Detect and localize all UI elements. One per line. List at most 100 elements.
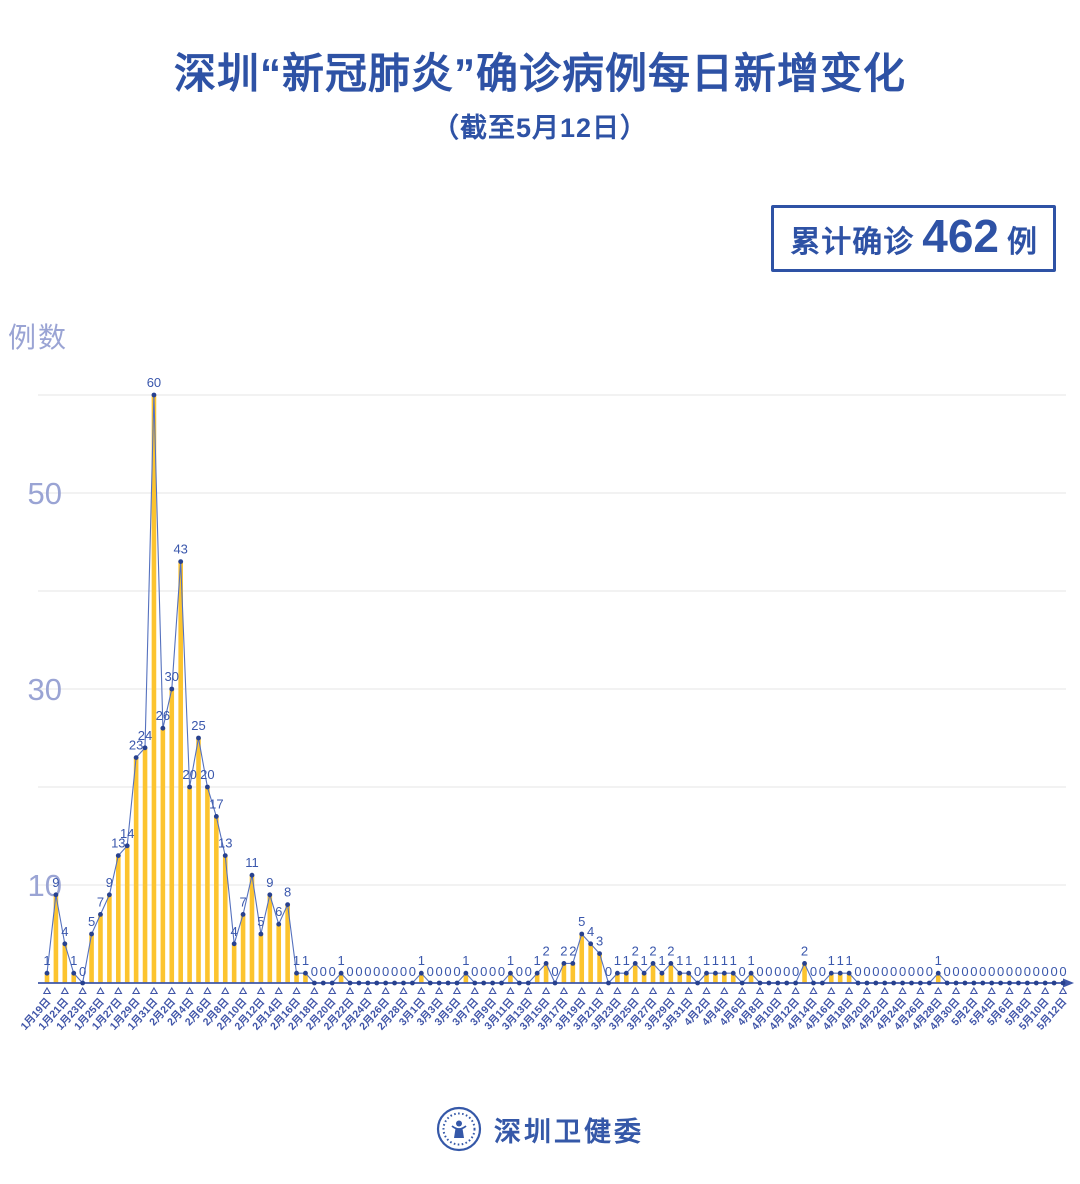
data-label: 0 bbox=[444, 964, 451, 979]
data-label: 0 bbox=[1042, 964, 1049, 979]
bar bbox=[285, 904, 290, 983]
data-label: 1 bbox=[676, 953, 683, 968]
data-label: 0 bbox=[765, 964, 772, 979]
bar bbox=[463, 973, 469, 983]
data-point bbox=[347, 980, 353, 986]
x-tick-mark bbox=[256, 986, 266, 995]
data-point bbox=[775, 980, 781, 986]
x-tick-mark bbox=[345, 986, 355, 995]
data-point bbox=[891, 980, 897, 986]
data-label: 4 bbox=[587, 924, 594, 939]
data-point bbox=[249, 872, 255, 878]
x-tick-mark bbox=[488, 986, 497, 995]
x-tick-mark bbox=[363, 986, 372, 995]
data-point bbox=[169, 686, 175, 692]
data-label: 1 bbox=[712, 953, 719, 968]
data-point bbox=[401, 980, 406, 986]
data-point bbox=[463, 970, 469, 976]
data-label: 0 bbox=[899, 964, 906, 979]
data-point bbox=[80, 980, 86, 986]
x-tick-mark bbox=[221, 986, 230, 995]
footer-org-name: 深圳卫健委 bbox=[494, 1116, 644, 1147]
data-point bbox=[623, 970, 629, 976]
x-tick-mark bbox=[114, 986, 123, 995]
data-point bbox=[445, 980, 451, 986]
x-tick-mark bbox=[1041, 986, 1050, 995]
x-tick-mark bbox=[880, 986, 889, 995]
data-point bbox=[410, 980, 415, 986]
data-label: 0 bbox=[961, 964, 968, 979]
data-label: 9 bbox=[266, 875, 273, 890]
data-point bbox=[757, 980, 763, 986]
x-tick-mark bbox=[274, 986, 283, 995]
data-label: 0 bbox=[774, 964, 781, 979]
data-label: 1 bbox=[70, 953, 77, 968]
data-label: 0 bbox=[783, 964, 790, 979]
data-label: 1 bbox=[747, 953, 754, 968]
bar bbox=[561, 963, 567, 983]
x-tick-mark bbox=[862, 986, 872, 995]
data-point bbox=[490, 980, 496, 986]
bar bbox=[187, 787, 192, 983]
data-point bbox=[205, 784, 210, 790]
data-label: 0 bbox=[997, 964, 1004, 979]
x-tick-mark bbox=[969, 986, 979, 995]
data-label: 1 bbox=[703, 953, 710, 968]
bar bbox=[98, 914, 103, 983]
data-point bbox=[597, 951, 602, 956]
badge-total-value: 462 bbox=[922, 210, 999, 262]
x-tick-mark bbox=[916, 986, 925, 995]
data-label: 4 bbox=[231, 924, 238, 939]
bar bbox=[704, 973, 709, 983]
data-label: 0 bbox=[355, 964, 362, 979]
bar bbox=[89, 934, 94, 983]
bar bbox=[846, 973, 852, 983]
data-label: 2 bbox=[801, 943, 808, 958]
data-point bbox=[240, 912, 246, 917]
bar bbox=[615, 973, 620, 983]
data-label: 0 bbox=[427, 964, 434, 979]
x-tick-mark bbox=[755, 986, 765, 995]
data-point bbox=[766, 980, 772, 986]
data-label: 14 bbox=[120, 826, 134, 841]
data-label: 1 bbox=[721, 953, 728, 968]
bar bbox=[713, 973, 718, 983]
data-point bbox=[62, 941, 68, 947]
data-point bbox=[106, 892, 112, 898]
x-tick-mark bbox=[844, 986, 854, 995]
data-label: 1 bbox=[337, 953, 344, 968]
x-tick-mark bbox=[399, 986, 408, 995]
data-label: 1 bbox=[534, 953, 541, 968]
data-point bbox=[953, 980, 959, 986]
data-label: 0 bbox=[872, 964, 879, 979]
data-label: 1 bbox=[293, 953, 300, 968]
data-label: 0 bbox=[988, 964, 995, 979]
x-tick-mark bbox=[310, 986, 319, 995]
data-label: 0 bbox=[1033, 964, 1040, 979]
x-tick-mark bbox=[1058, 986, 1068, 995]
data-point bbox=[980, 980, 986, 986]
data-point bbox=[713, 970, 718, 976]
data-label: 2 bbox=[560, 943, 567, 958]
data-label: 1 bbox=[418, 953, 425, 968]
data-point bbox=[258, 931, 264, 937]
bar bbox=[543, 963, 549, 983]
data-point bbox=[944, 980, 950, 986]
y-axis-title: 例数 bbox=[8, 322, 69, 353]
bar bbox=[258, 934, 264, 983]
data-point bbox=[196, 735, 201, 741]
data-point bbox=[44, 970, 50, 976]
bar bbox=[160, 728, 166, 983]
data-point bbox=[909, 980, 914, 986]
data-label: 0 bbox=[382, 964, 389, 979]
data-point bbox=[704, 970, 709, 976]
badge-prefix-label: 累计确诊 bbox=[790, 226, 915, 259]
data-label: 7 bbox=[239, 894, 246, 909]
data-point bbox=[294, 970, 299, 976]
data-label: 0 bbox=[944, 964, 951, 979]
data-point bbox=[1024, 980, 1030, 986]
x-tick-mark bbox=[381, 986, 390, 995]
data-point bbox=[998, 980, 1004, 986]
data-point bbox=[730, 970, 736, 976]
data-point bbox=[837, 970, 843, 976]
